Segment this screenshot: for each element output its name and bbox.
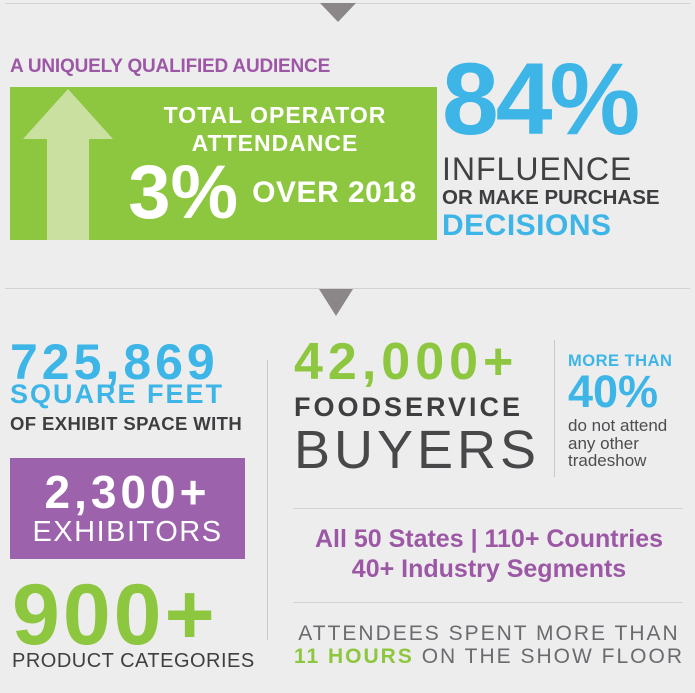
influence-block: 84% INFLUENCE OR MAKE PURCHASE DECISIONS: [442, 42, 694, 242]
attendance-label-line2: ATTENDANCE: [191, 130, 359, 156]
buyers-divider: [554, 340, 555, 477]
show-floor-line2: 11 HOURS ON THE SHOW FLOOR: [293, 645, 685, 668]
show-floor-stat: 11 HOURS: [293, 645, 414, 668]
arrow-shaft: [47, 138, 89, 240]
attendance-stat-row: 3% OVER 2018: [115, 153, 430, 233]
exhibit-space-unit: SQUARE FEET: [10, 379, 225, 409]
section-divider: [5, 288, 690, 289]
exhibitors-label: EXHIBITORS: [32, 516, 223, 548]
attendance-stat: 3%: [128, 150, 239, 235]
reach-divider-top: [293, 508, 683, 509]
attendance-label-line1: TOTAL OPERATOR: [163, 102, 387, 128]
product-categories-label: PRODUCT CATEGORIES: [12, 650, 255, 672]
audience-heading: A UNIQUELY QUALIFIED AUDIENCE: [10, 56, 331, 77]
arrow-head: [23, 89, 113, 139]
reach-divider-bottom: [293, 602, 683, 603]
product-categories-stat: 900+: [12, 567, 218, 663]
buyers-line1: FOODSERVICE: [294, 392, 524, 422]
show-floor-post: ON THE SHOW FLOOR: [421, 645, 684, 668]
buyers-stat: 42,000+: [294, 333, 519, 391]
attendance-label: TOTAL OPERATOR ATTENDANCE: [125, 101, 425, 157]
reach-line1: All 50 States | 110+ Countries: [314, 525, 664, 553]
left-column-divider: [267, 360, 268, 640]
exhibitors-panel: 2,300+ EXHIBITORS: [10, 458, 245, 559]
arrow-down-icon: [319, 289, 353, 316]
exclusive-caption: do not attend any other tradeshow: [568, 416, 668, 470]
influence-line2: OR MAKE PURCHASE: [442, 186, 660, 209]
buyers-line2: BUYERS: [294, 420, 541, 480]
exhibit-space-caption: OF EXHIBIT SPACE WITH: [10, 413, 243, 434]
arrow-down-icon: [320, 3, 356, 22]
show-floor-block: ATTENDEES SPENT MORE THAN 11 HOURS ON TH…: [293, 622, 685, 668]
attendance-panel: TOTAL OPERATOR ATTENDANCE 3% OVER 2018: [10, 87, 437, 240]
exhibitors-stat: 2,300+: [44, 466, 211, 518]
exclusive-block: MORE THAN 40% do not attend any other tr…: [568, 352, 686, 470]
influence-stat: 84%: [442, 42, 640, 156]
buyers-block: 42,000+ FOODSERVICE BUYERS: [294, 336, 544, 477]
influence-line1: INFLUENCE: [442, 151, 633, 187]
exclusive-stat: 40%: [568, 366, 659, 417]
influence-line3: DECISIONS: [442, 209, 612, 242]
attendance-comparison: OVER 2018: [252, 176, 417, 209]
reach-block: All 50 States | 110+ Countries 40+ Indus…: [293, 524, 685, 584]
exhibit-space-stat: 725,869: [10, 334, 219, 390]
exclusive-pre: MORE THAN: [568, 352, 673, 370]
reach-line2: 40+ Industry Segments: [351, 555, 627, 583]
show-floor-pre: ATTENDEES SPENT MORE THAN: [298, 622, 680, 645]
